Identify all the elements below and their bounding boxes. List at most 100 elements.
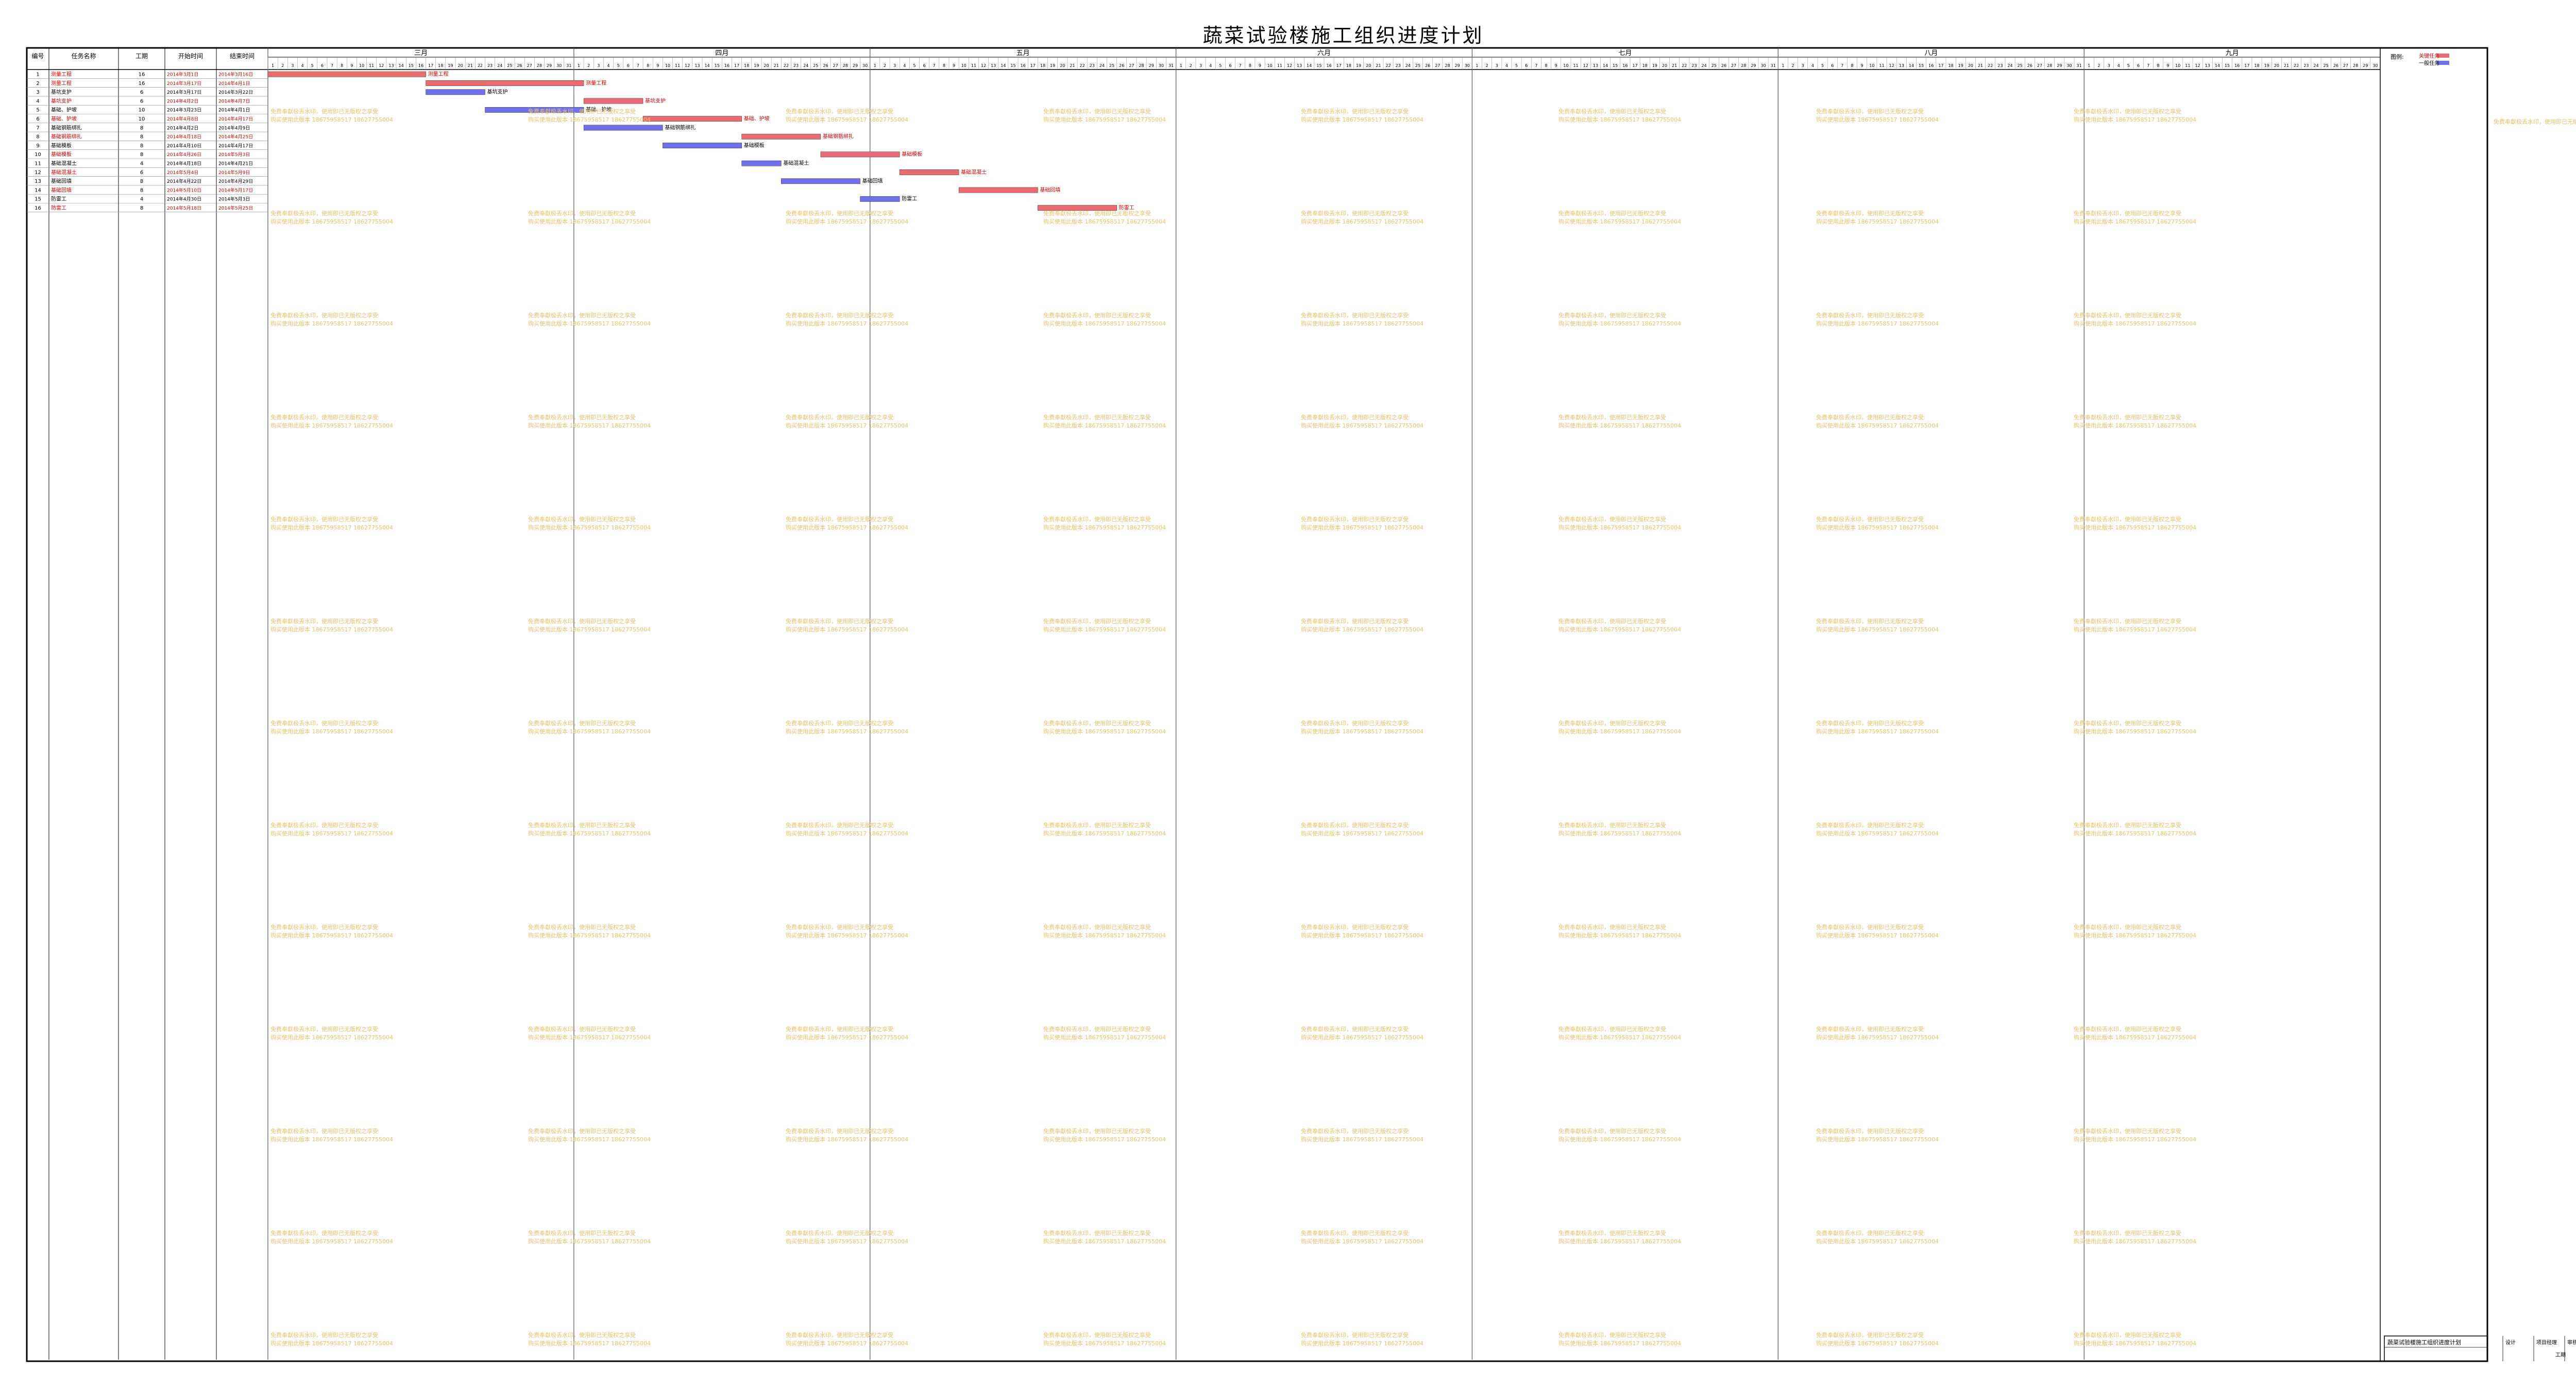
watermark-line2: 购买使用此版本 18675958517 18627755004	[528, 422, 651, 429]
watermark-line2: 购买使用此版本 18675958517 18627755004	[1558, 932, 1681, 939]
day-label: 22	[478, 63, 483, 68]
day-label: 24	[497, 63, 502, 68]
day-label: 1	[1782, 63, 1784, 68]
table-header: 任务名称	[71, 52, 96, 60]
task-duration: 16	[139, 81, 145, 87]
day-label: 8	[1851, 63, 1853, 68]
task-end: 2014年5月3日	[218, 151, 250, 158]
watermark-line2: 购买使用此版本 18675958517 18627755004	[1301, 320, 1423, 327]
day-label: 29	[547, 63, 552, 68]
watermark-line1: 免费奉獻极丢水印，使用即已无版权之享受	[1558, 618, 1666, 625]
watermark-line1: 免费奉獻极丢水印，使用即已无版权之享受	[270, 1331, 378, 1339]
watermark-line2: 购买使用此版本 18675958517 18627755004	[528, 1340, 651, 1347]
day-label: 29	[2057, 63, 2062, 68]
watermark-line1: 免费奉獻极丢水印，使用即已无版权之享受	[1043, 618, 1151, 625]
task-start: 2014年5月18日	[167, 205, 201, 211]
day-label: 3	[1802, 63, 1804, 68]
day-label: 7	[1841, 63, 1843, 68]
day-label: 2	[1791, 63, 1794, 68]
day-label: 29	[1455, 63, 1460, 68]
day-label: 3	[597, 63, 600, 68]
footer-project: 蔬菜试验楼施工组织进度计划	[2387, 1339, 2461, 1346]
legend-label: 图例:	[2391, 53, 2404, 60]
day-label: 26	[823, 63, 828, 68]
day-label: 30	[2372, 63, 2378, 68]
task-duration: 8	[140, 179, 143, 184]
day-label: 20	[1366, 63, 1371, 68]
day-label: 21	[2284, 63, 2289, 68]
bar-label: 基础混凝土	[961, 168, 987, 175]
watermark-line1: 免费奉獻极丢水印，使用即已无版权之享受	[1558, 312, 1666, 319]
task-duration: 16	[139, 72, 145, 78]
watermark-line2: 购买使用此版本 18675958517 18627755004	[2074, 1136, 2196, 1143]
month-label: 八月	[1924, 49, 1938, 57]
watermark-line2: 购买使用此版本 18675958517 18627755004	[786, 1034, 908, 1041]
day-label: 1	[2088, 63, 2090, 68]
watermark-line1: 免费奉獻极丢水印，使用即已无版权之享受	[1816, 1229, 1924, 1237]
task-name: 基础、护坡	[51, 107, 77, 113]
day-label: 15	[715, 63, 720, 68]
watermark-line2: 购买使用此版本 18675958517 18627755004	[1558, 218, 1681, 225]
watermark-line2: 购买使用此版本 18675958517 18627755004	[528, 932, 651, 939]
watermark-line1: 免费奉獻极丢水印，使用即已无版权之享受	[270, 923, 378, 931]
watermark-line1: 免费奉獻极丢水印，使用即已无版权之享受	[270, 821, 378, 829]
day-label: 10	[961, 63, 967, 68]
watermark-line2: 购买使用此版本 18675958517 18627755004	[2074, 1034, 2196, 1041]
day-label: 27	[2037, 63, 2042, 68]
watermark-line1: 免费奉獻极丢水印，使用即已无版权之享受	[2494, 118, 2576, 125]
watermark-line2: 购买使用此版本 18675958517 18627755004	[270, 932, 393, 939]
day-label: 6	[2137, 63, 2140, 68]
watermark-line1: 免费奉獻极丢水印，使用即已无版权之享受	[2074, 108, 2181, 115]
bar-label: 基础回填	[862, 178, 883, 184]
day-label: 28	[1741, 63, 1746, 68]
day-label: 14	[704, 63, 709, 68]
watermark-line2: 购买使用此版本 18675958517 18627755004	[2074, 1340, 2196, 1347]
day-label: 20	[764, 63, 769, 68]
watermark-line2: 购买使用此版本 18675958517 18627755004	[1816, 932, 1939, 939]
watermark-line1: 免费奉獻极丢水印，使用即已无版权之享受	[1558, 1025, 1666, 1033]
day-label: 29	[1149, 63, 1154, 68]
task-start: 2014年4月18日	[167, 134, 201, 140]
task-start: 2014年5月4日	[167, 169, 198, 176]
watermark-line1: 免费奉獻极丢水印，使用即已无版权之享受	[1301, 618, 1409, 625]
watermark-line2: 购买使用此版本 18675958517 18627755004	[1558, 116, 1681, 123]
day-label: 9	[953, 63, 955, 68]
task-bar	[663, 143, 742, 148]
watermark-line1: 免费奉獻极丢水印，使用即已无版权之享受	[528, 719, 636, 727]
day-label: 26	[1119, 63, 1124, 68]
task-id: 4	[36, 98, 39, 104]
day-label: 16	[418, 63, 423, 68]
task-name: 基础回填	[51, 178, 72, 184]
watermark-line2: 购买使用此版本 18675958517 18627755004	[1301, 116, 1423, 123]
day-label: 30	[2066, 63, 2072, 68]
watermark-line1: 免费奉獻极丢水印，使用即已无版权之享受	[1816, 516, 1924, 523]
day-label: 20	[1968, 63, 1973, 68]
day-label: 12	[685, 63, 690, 68]
day-label: 15	[1316, 63, 1321, 68]
watermark-line2: 购买使用此版本 18675958517 18627755004	[1816, 116, 1939, 123]
task-name: 测量工程	[51, 71, 72, 78]
watermark-line2: 购买使用此版本 18675958517 18627755004	[1816, 626, 1939, 633]
task-id: 6	[36, 116, 39, 122]
task-start: 2014年4月2日	[167, 98, 198, 104]
watermark-line2: 购买使用此版本 18675958517 18627755004	[786, 116, 908, 123]
day-label: 14	[1603, 63, 1608, 68]
bar-label: 基础回填	[1040, 186, 1060, 193]
day-label: 7	[331, 63, 333, 68]
month-label: 四月	[715, 49, 728, 57]
bar-label: 防雷工	[1119, 204, 1134, 211]
task-duration: 10	[139, 108, 145, 113]
watermark-line1: 免费奉獻极丢水印，使用即已无版权之享受	[2074, 1127, 2181, 1135]
task-bar	[583, 125, 663, 131]
watermark-line2: 购买使用此版本 18675958517 18627755004	[1043, 524, 1166, 531]
day-label: 30	[1465, 63, 1470, 68]
watermark-line1: 免费奉獻极丢水印，使用即已无版权之享受	[1043, 210, 1151, 217]
day-label: 15	[1613, 63, 1618, 68]
task-end: 2014年4月1日	[218, 80, 250, 87]
day-label: 11	[2185, 63, 2190, 68]
table-header: 结束时间	[230, 53, 255, 60]
task-name: 基础钢筋绑扎	[51, 124, 82, 131]
watermark-line1: 免费奉獻极丢水印，使用即已无版权之享受	[1816, 414, 1924, 421]
frame	[26, 47, 2488, 1362]
